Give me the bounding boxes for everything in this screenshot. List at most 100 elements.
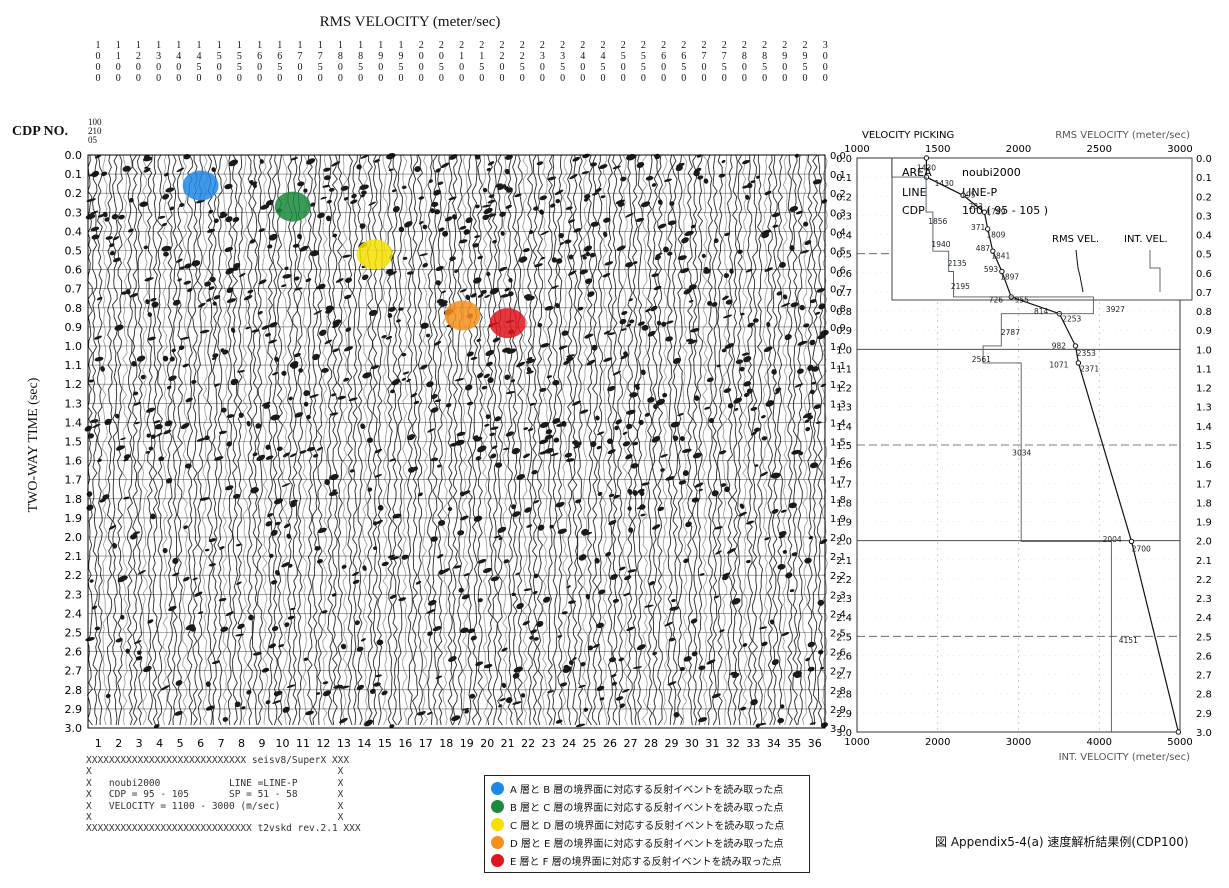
legend-text: D 層と E 層の境界面に対応する反射イベントを読み取った点 bbox=[510, 838, 784, 850]
rms-tick-label: 2 7 0 0 bbox=[701, 40, 707, 84]
int-axis-tick: 5000 bbox=[1167, 737, 1192, 748]
velocity-data-label: 283 bbox=[969, 202, 984, 211]
rms-tick-label: 2 3 0 0 bbox=[539, 40, 545, 84]
panel-tick-label: 7 bbox=[218, 737, 225, 750]
time-tick-label-right: 0.8 bbox=[830, 304, 846, 315]
legend-item: E 層と F 層の境界面に対応する反射イベントを読み取った点 bbox=[491, 851, 803, 869]
chart-time-tick-right: 2.0 bbox=[1196, 537, 1212, 548]
time-tick-label: 2.2 bbox=[65, 569, 83, 582]
velocity-data-label: 2561 bbox=[972, 355, 991, 364]
time-tick-label-right: 2.6 bbox=[830, 648, 846, 659]
chart-time-tick-right: 1.1 bbox=[1196, 364, 1212, 375]
time-tick-label: 2.5 bbox=[65, 627, 83, 640]
panel-tick-label: 8 bbox=[238, 737, 245, 750]
int-axis-tick: 2000 bbox=[925, 737, 950, 748]
panel-tick-label: 11 bbox=[296, 737, 310, 750]
int-axis-tick: 4000 bbox=[1087, 737, 1112, 748]
velocity-data-label: 2353 bbox=[1077, 349, 1096, 358]
panel-tick-label: 1 bbox=[95, 737, 102, 750]
chart-time-tick-right: 2.5 bbox=[1196, 632, 1212, 643]
time-tick-label-right: 0.7 bbox=[830, 285, 846, 296]
panel-tick-label: 12 bbox=[316, 737, 330, 750]
panel-tick-label: 4 bbox=[156, 737, 163, 750]
rms-tick-label: 1 5 0 0 bbox=[216, 40, 222, 84]
time-tick-label: 1.4 bbox=[65, 416, 83, 429]
velocity-data-label: 726 bbox=[989, 296, 1004, 305]
velocity-data-label: 2371 bbox=[1080, 364, 1099, 373]
rms-pick-point bbox=[990, 248, 996, 254]
rms-tick-label: 2 9 0 0 bbox=[782, 40, 788, 84]
time-tick-label: 2.9 bbox=[65, 703, 83, 716]
time-tick-label: 0.8 bbox=[65, 302, 83, 315]
panel-tick-label: 10 bbox=[275, 737, 289, 750]
time-tick-label-right: 2.7 bbox=[830, 667, 846, 678]
rms-tick-label: 2 6 5 0 bbox=[681, 40, 687, 84]
rms-pick-point bbox=[1128, 538, 1135, 545]
time-tick-label: 2.6 bbox=[65, 646, 83, 659]
panel-tick-label: 30 bbox=[685, 737, 699, 750]
panel-tick-label: 14 bbox=[357, 737, 371, 750]
chart-time-tick-right: 0.1 bbox=[1196, 173, 1212, 184]
panel-tick-label: 6 bbox=[197, 737, 204, 750]
rms-tick-label: 3 0 0 0 bbox=[822, 40, 828, 84]
rms-tick-label: 1 4 0 0 bbox=[176, 40, 182, 84]
int-axis-tick: 1000 bbox=[844, 737, 869, 748]
chart-time-tick: 2.9 bbox=[836, 709, 852, 720]
chart-time-tick-right: 2.2 bbox=[1196, 575, 1212, 586]
time-tick-label: 2.0 bbox=[65, 531, 83, 544]
chart-time-tick-right: 0.3 bbox=[1196, 211, 1212, 222]
rms-pick-point bbox=[1175, 729, 1182, 735]
rms-tick-label: 1 5 5 0 bbox=[236, 40, 242, 84]
rms-tick-label: 1 9 0 0 bbox=[378, 40, 384, 84]
velocity-data-label: 955 bbox=[1015, 296, 1030, 305]
rms-tick-label: 1 4 5 0 bbox=[196, 40, 202, 84]
time-tick-label: 1.8 bbox=[65, 493, 83, 506]
time-tick-label-right: 2.3 bbox=[830, 590, 846, 601]
panel-tick-label: 20 bbox=[480, 737, 494, 750]
time-tick-label: 0.7 bbox=[65, 283, 83, 296]
rms-tick-label: 1 0 0 0 bbox=[95, 40, 101, 84]
chart-time-tick-right: 1.8 bbox=[1196, 498, 1212, 509]
panel-tick-label: 27 bbox=[624, 737, 638, 750]
legend-color-dot bbox=[491, 817, 504, 831]
panel-tick-label: 32 bbox=[726, 737, 740, 750]
chart-time-tick-right: 1.4 bbox=[1196, 422, 1212, 433]
rms-tick-label: 1 9 5 0 bbox=[398, 40, 404, 84]
rms-axis-tick: 1500 bbox=[925, 144, 950, 155]
time-tick-label-right: 1.9 bbox=[830, 514, 846, 525]
info-line: X noubi2000 LINE =LINE-P X bbox=[86, 777, 344, 789]
panel-tick-label: 35 bbox=[787, 737, 801, 750]
panel-tick-label: 3 bbox=[136, 737, 143, 750]
pick-marker bbox=[356, 239, 393, 270]
chart-time-tick-right: 2.8 bbox=[1196, 690, 1212, 701]
chart-time-tick: 0.9 bbox=[836, 326, 852, 337]
chart-time-tick-right: 0.0 bbox=[1196, 154, 1212, 165]
rms-tick-label: 1 7 0 0 bbox=[297, 40, 303, 84]
rms-tick-label: 2 2 0 0 bbox=[499, 40, 505, 84]
rms-tick-label: 2 5 5 0 bbox=[640, 40, 646, 84]
rms-tick-label: 1 6 0 0 bbox=[257, 40, 263, 84]
time-tick-label-right: 1.0 bbox=[830, 342, 846, 353]
velocity-data-label: 3927 bbox=[1106, 305, 1125, 314]
time-tick-label: 2.3 bbox=[65, 588, 83, 601]
panel-tick-label: 26 bbox=[603, 737, 617, 750]
chart-time-tick: 2.2 bbox=[836, 575, 852, 586]
time-tick-label: 1.3 bbox=[65, 397, 83, 410]
cdp-number-label: CDP NO. bbox=[12, 124, 68, 139]
rms-pick-point bbox=[1072, 343, 1079, 349]
time-tick-label-right: 0.4 bbox=[830, 227, 846, 238]
time-tick-label: 0.4 bbox=[65, 225, 83, 238]
panel-tick-label: 17 bbox=[419, 737, 433, 750]
time-tick-label-right: 2.0 bbox=[830, 533, 846, 544]
panel-tick-label: 13 bbox=[337, 737, 351, 750]
velocity-data-label: 1789 bbox=[986, 208, 1005, 217]
time-tick-label: 0.3 bbox=[65, 206, 83, 219]
time-tick-label-right: 1.7 bbox=[830, 476, 846, 487]
rms-tick-label: 2 5 0 0 bbox=[620, 40, 626, 84]
inset-rms-legend: RMS VEL. bbox=[1052, 234, 1099, 245]
inset-line-label: LINE bbox=[902, 186, 927, 199]
legend-item: C 層と D 層の境界面に対応する反射イベントを読み取った点 bbox=[491, 815, 803, 833]
time-tick-label: 1.0 bbox=[65, 340, 83, 353]
chart-time-tick-right: 1.9 bbox=[1196, 518, 1212, 529]
